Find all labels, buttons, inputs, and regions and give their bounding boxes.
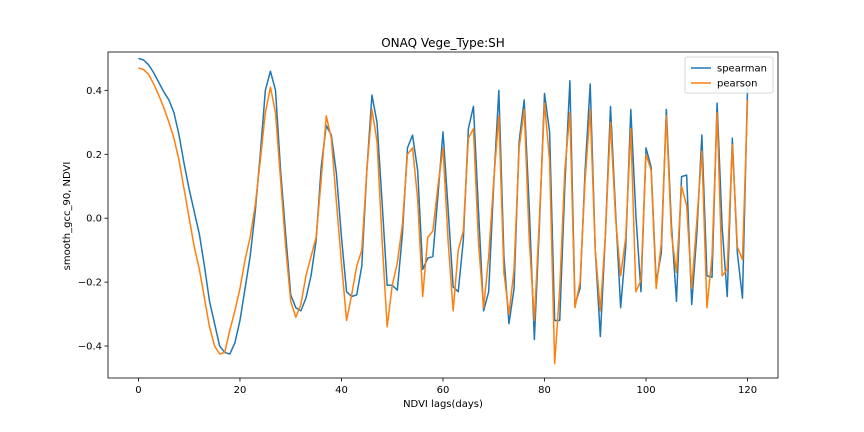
x-tick-label: 20 bbox=[234, 385, 247, 396]
y-tick-label: 0.0 bbox=[86, 214, 102, 225]
y-tick-label: −0.4 bbox=[78, 342, 102, 353]
y-tick-label: 0.2 bbox=[86, 150, 102, 161]
series-line-pearson bbox=[138, 67, 749, 365]
series-line-spearman bbox=[138, 57, 749, 355]
x-tick-label: 100 bbox=[636, 385, 655, 396]
legend-label-pearson: pearson bbox=[717, 79, 757, 90]
x-tick-label: 80 bbox=[538, 385, 551, 396]
y-tick-label: −0.2 bbox=[78, 278, 102, 289]
y-axis-label: smooth_gcc_90, NDVI bbox=[62, 162, 73, 271]
legend-box bbox=[684, 56, 774, 94]
x-axis-label: NDVI lags(days) bbox=[403, 399, 483, 410]
y-axis: −0.4 −0.2 0.0 0.2 0.4 bbox=[78, 86, 108, 353]
y-tick-label: 0.4 bbox=[86, 86, 102, 97]
x-tick-label: 60 bbox=[437, 385, 450, 396]
x-tick-label: 40 bbox=[335, 385, 348, 396]
legend: spearman pearson bbox=[684, 56, 774, 94]
legend-label-spearman: spearman bbox=[717, 64, 767, 75]
x-tick-label: 0 bbox=[135, 385, 141, 396]
x-tick-label: 120 bbox=[738, 385, 757, 396]
chart-title: ONAQ Vege_Type:SH bbox=[381, 36, 505, 50]
x-axis: 0 20 40 60 80 100 120 bbox=[135, 378, 757, 396]
